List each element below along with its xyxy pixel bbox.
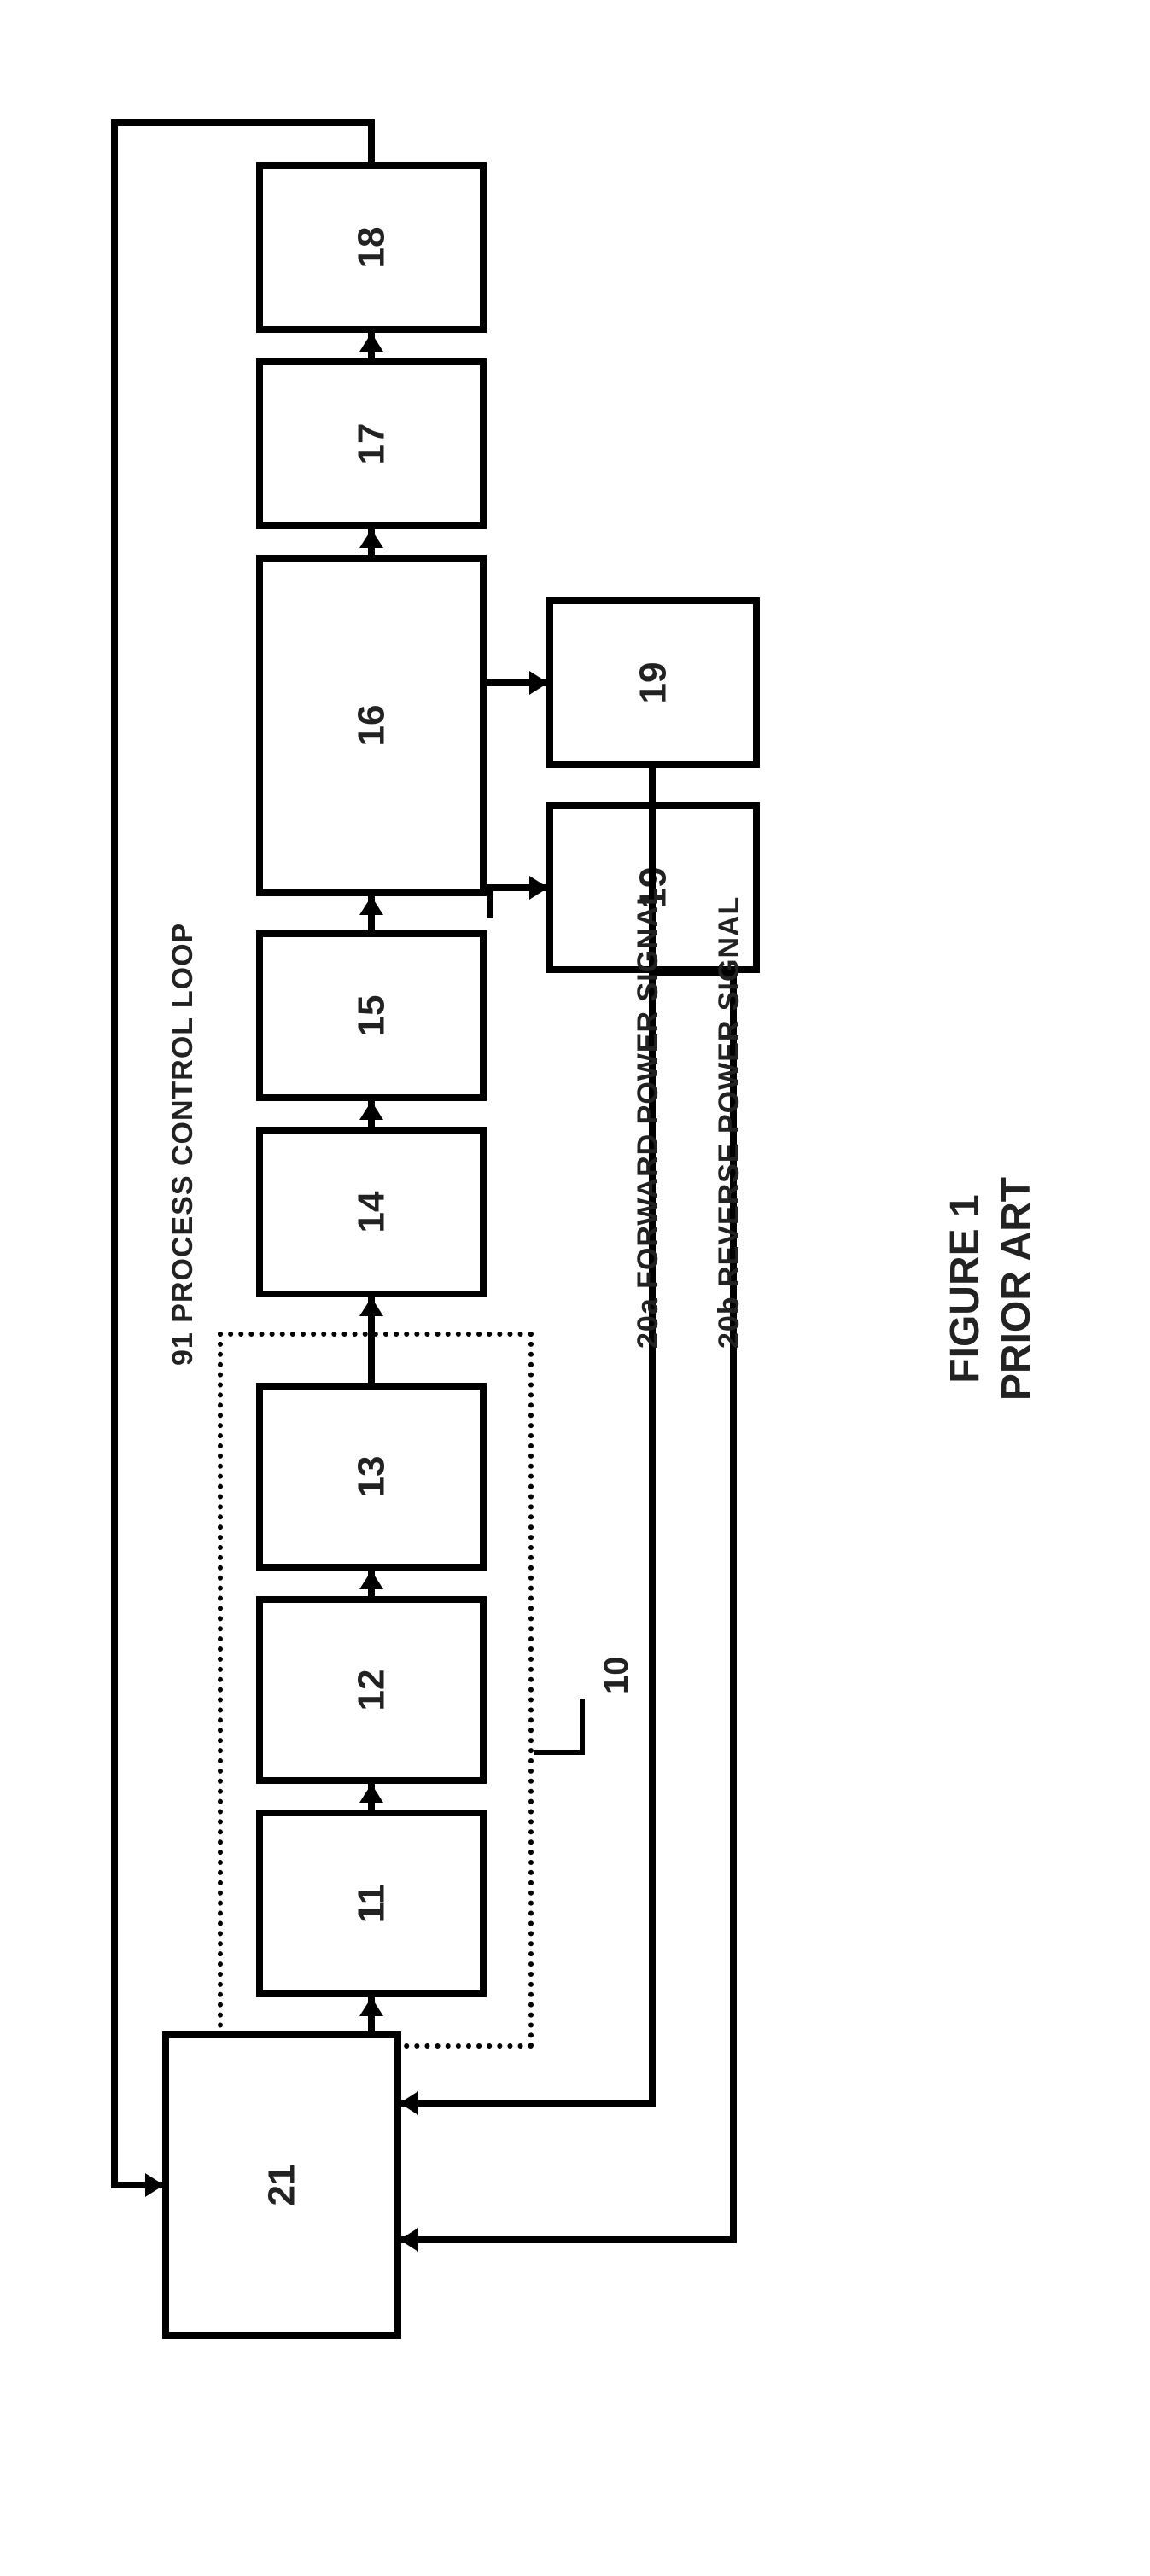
diagram-canvas: 21 11 12 13 14 15 16 17 18 19 19 bbox=[0, 0, 1150, 2576]
leader-10-v bbox=[580, 1699, 585, 1755]
arrow-rev-into-21 bbox=[400, 2228, 418, 2252]
loop-top-h bbox=[111, 119, 375, 126]
arrow-11-12 bbox=[359, 1784, 383, 1803]
leader-10-label: 10 bbox=[598, 1657, 636, 1695]
block-15: 15 bbox=[256, 930, 487, 1101]
block-14: 14 bbox=[256, 1127, 487, 1297]
block-18-label: 18 bbox=[350, 227, 393, 269]
block-13-label: 13 bbox=[350, 1456, 393, 1498]
block-12-label: 12 bbox=[350, 1670, 393, 1711]
arrow-15-16 bbox=[359, 896, 383, 915]
figure-title: FIGURE 1 PRIOR ART bbox=[940, 1177, 1042, 1401]
block-16: 16 bbox=[256, 555, 487, 896]
block-17: 17 bbox=[256, 358, 487, 529]
block-13: 13 bbox=[256, 1383, 487, 1571]
arrow-16-17 bbox=[359, 529, 383, 548]
arrow-14-15 bbox=[359, 1101, 383, 1120]
figure-title-line1: FIGURE 1 bbox=[940, 1177, 991, 1401]
arrow-16-19b bbox=[529, 876, 548, 900]
label-reverse-signal: 20b REVERSE POWER SIGNAL bbox=[713, 896, 746, 1349]
arrow-16-19a bbox=[529, 671, 548, 695]
arrow-13-14 bbox=[359, 1297, 383, 1316]
arrow-loop-into-21 bbox=[145, 2173, 164, 2197]
block-12: 12 bbox=[256, 1596, 487, 1784]
block-21: 21 bbox=[162, 2031, 401, 2339]
block-19a-label: 19 bbox=[632, 662, 674, 704]
figure-title-line2: PRIOR ART bbox=[991, 1177, 1042, 1401]
block-11: 11 bbox=[256, 1810, 487, 1997]
block-16-label: 16 bbox=[350, 705, 393, 747]
label-forward-signal: 20a FORWARD POWER SIGNAL bbox=[632, 887, 665, 1349]
arrow-21-11 bbox=[359, 1997, 383, 2016]
rev-h1 bbox=[401, 2236, 737, 2243]
block-11-label: 11 bbox=[350, 1884, 393, 1924]
arrow-17-18 bbox=[359, 333, 383, 352]
block-18: 18 bbox=[256, 162, 487, 333]
fwd-h1 bbox=[401, 2100, 656, 2107]
label-process-loop: 91 PROCESS CONTROL LOOP bbox=[166, 923, 200, 1366]
arrow-fwd-into-21 bbox=[400, 2091, 418, 2115]
block-21-label: 21 bbox=[260, 2165, 303, 2206]
leader-10-h bbox=[534, 1750, 585, 1755]
block-19a: 19 bbox=[546, 597, 760, 768]
loop-left-rail bbox=[111, 119, 118, 2182]
block-15-label: 15 bbox=[350, 995, 393, 1037]
block-17-label: 17 bbox=[350, 423, 393, 465]
arrow-12-13 bbox=[359, 1571, 383, 1589]
block-14-label: 14 bbox=[350, 1192, 393, 1233]
